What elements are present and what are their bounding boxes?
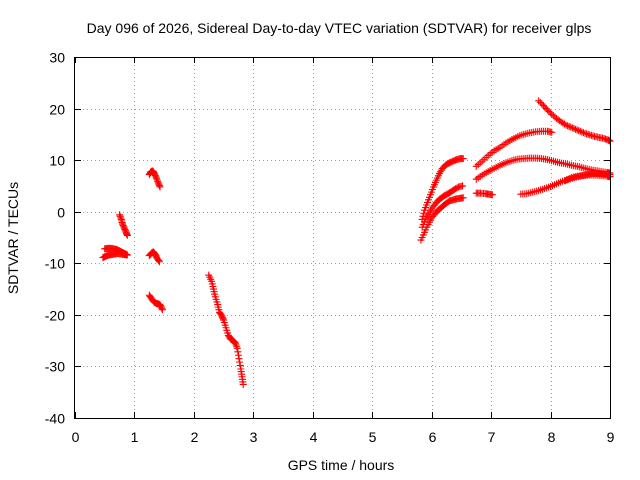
data-point <box>568 124 576 132</box>
series-arc-i <box>418 182 467 231</box>
data-point <box>232 339 239 347</box>
y-tick-label: -10 <box>45 256 65 272</box>
x-axis-label: GPS time / hours <box>288 457 395 473</box>
data-point <box>235 355 243 363</box>
data-point <box>578 128 586 136</box>
y-tick-label: -30 <box>45 359 65 375</box>
grid-lines <box>75 57 610 418</box>
data-point <box>488 191 496 199</box>
data-point <box>233 344 241 352</box>
y-tick-label: -20 <box>45 308 65 324</box>
x-tick-label: 8 <box>548 429 556 445</box>
series-arc-d <box>145 167 164 191</box>
data-point <box>153 176 161 184</box>
data-point <box>535 97 543 105</box>
series-arc-h <box>417 194 467 244</box>
data-point <box>116 211 124 219</box>
data-point <box>155 182 163 190</box>
x-tick-label: 3 <box>250 429 258 445</box>
data-point <box>219 315 227 323</box>
data-point <box>548 128 556 136</box>
x-tick-label: 6 <box>429 429 437 445</box>
data-point <box>572 125 580 133</box>
data-point <box>152 173 160 181</box>
data-point <box>536 98 544 106</box>
x-tick-label: 2 <box>191 429 199 445</box>
data-point <box>575 127 583 135</box>
data-point <box>459 194 467 202</box>
data-point <box>155 257 163 265</box>
y-axis-label: SDTVAR / TECUs <box>5 182 21 294</box>
data-point <box>459 155 467 163</box>
data-point <box>419 212 427 220</box>
y-tick-label: 20 <box>49 102 65 118</box>
data-point <box>562 121 570 129</box>
data-point <box>158 304 166 312</box>
data-point <box>232 341 240 349</box>
data-point <box>570 125 578 133</box>
x-tick-label: 9 <box>607 429 615 445</box>
data-point <box>564 122 572 130</box>
data-point <box>117 214 125 222</box>
data-point <box>538 100 546 108</box>
data-point <box>236 362 244 370</box>
data-point <box>576 127 584 135</box>
data-point <box>155 258 163 266</box>
y-tick-label: 30 <box>49 50 65 66</box>
chart-title: Day 096 of 2026, Sidereal Day-to-day VTE… <box>87 20 592 36</box>
data-point <box>158 306 166 314</box>
data-point <box>154 177 162 185</box>
x-tick-label: 7 <box>488 429 496 445</box>
data-point <box>565 122 573 130</box>
y-tick-label: 10 <box>49 153 65 169</box>
axis-ticks <box>75 57 611 419</box>
y-tick-labels: 30 20 10 0 -10 -20 -30 -40 <box>45 50 65 427</box>
x-tick-labels: 0 1 2 3 4 5 6 7 8 9 <box>72 429 615 445</box>
data-point <box>239 380 247 388</box>
series-arc-j <box>418 155 467 223</box>
data-point <box>156 183 164 191</box>
series-arc-m <box>472 154 614 183</box>
data-point <box>233 343 241 351</box>
y-tick-label: -40 <box>45 411 65 427</box>
series-arc-b <box>101 244 131 259</box>
data-point <box>123 251 131 259</box>
series-arc-p <box>535 97 614 145</box>
data-point <box>560 120 568 128</box>
data-point <box>418 215 426 223</box>
data-point <box>579 129 587 137</box>
data-point <box>459 182 467 190</box>
data-point <box>234 348 242 356</box>
data-points <box>99 97 614 388</box>
series-arc-e <box>145 248 163 266</box>
data-point <box>152 174 160 182</box>
series-arc-o <box>561 171 614 185</box>
x-tick-label: 5 <box>369 429 377 445</box>
x-tick-label: 0 <box>72 429 80 445</box>
data-point <box>234 351 242 359</box>
y-tick-label: 0 <box>57 205 65 221</box>
series-arc-l <box>472 127 556 170</box>
series-arc-c <box>116 211 131 239</box>
data-point <box>573 126 581 134</box>
series-arc-f <box>145 291 166 314</box>
data-point <box>116 212 124 220</box>
series-arc-g <box>205 271 247 388</box>
data-point <box>236 358 244 366</box>
plot-frame <box>74 57 611 419</box>
x-tick-label: 1 <box>131 429 139 445</box>
x-tick-label: 4 <box>310 429 318 445</box>
data-point <box>420 209 428 217</box>
series-arc-k <box>472 189 496 199</box>
data-point <box>123 231 131 239</box>
data-point <box>567 123 575 131</box>
